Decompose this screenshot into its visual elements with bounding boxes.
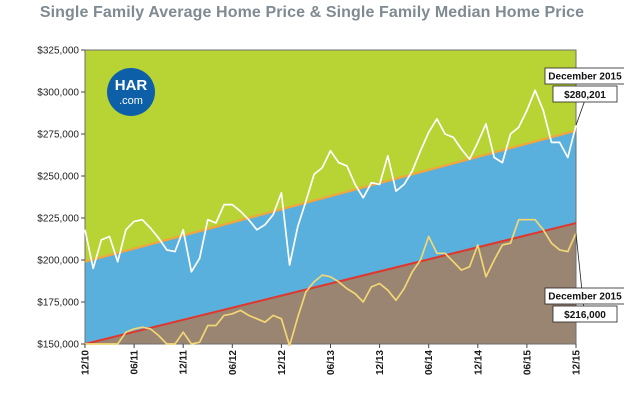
- x-tick-label: 12/15: [572, 350, 583, 375]
- x-tick-label: 12/13: [375, 350, 386, 375]
- x-tick-label: 12/10: [81, 350, 92, 375]
- callout-leader: [575, 99, 586, 126]
- median-price-line: [85, 218, 577, 347]
- callout-label: December 2015: [548, 292, 622, 303]
- y-tick-label: $175,000: [37, 298, 79, 309]
- callout-value: $216,000: [564, 310, 606, 321]
- callout-label-box: [544, 67, 624, 85]
- x-tick-label: 06/15: [522, 350, 533, 375]
- x-tick-label: 12/14: [473, 350, 484, 375]
- logo-circle: [107, 68, 155, 116]
- x-tick-label: 12/12: [277, 350, 288, 375]
- series-lines: [84, 89, 577, 347]
- x-tick-label: 12/11: [179, 350, 190, 375]
- logo-text-har: HAR: [115, 77, 148, 94]
- lower-trend-line: [84, 222, 577, 345]
- callouts: December 2015 $280,201 December 2015 $216,0…: [544, 67, 624, 323]
- callout-value: $280,201: [564, 90, 606, 101]
- upper-trend-line: [84, 129, 577, 263]
- trend-lines: [84, 129, 577, 345]
- middle-zone: [85, 130, 576, 344]
- har-logo: HAR.com: [107, 68, 155, 116]
- callout-label: December 2015: [548, 72, 622, 83]
- y-tick-label: $325,000: [37, 46, 79, 57]
- callout-median: December 2015 $216,000: [544, 233, 624, 323]
- y-tick-label: $275,000: [37, 130, 79, 141]
- callout-value-box: [552, 85, 618, 103]
- callout-label-box: [544, 287, 624, 305]
- x-axis: 12/10 06/11 12/11 06/12 12/12 06/13 12/13 06/14…: [81, 344, 583, 375]
- top-zone: [85, 50, 576, 262]
- logo-text-com: .com: [119, 95, 143, 107]
- y-tick-label: $250,000: [37, 172, 79, 183]
- y-axis: $150,000 $175,000 $200,000 $225,000 $250,000…: [37, 46, 85, 351]
- callout-value-box: [552, 305, 618, 323]
- x-tick-label: 06/11: [130, 350, 141, 375]
- y-tick-label: $200,000: [37, 256, 79, 267]
- y-tick-label: $300,000: [37, 88, 79, 99]
- y-tick-label: $150,000: [37, 340, 79, 351]
- x-tick-label: 06/14: [424, 350, 435, 375]
- chart-title: Single Family Average Home Price & Singl…: [39, 4, 585, 21]
- average-price-line: [84, 89, 577, 273]
- y-tick-label: $225,000: [37, 214, 79, 225]
- x-tick-label: 06/13: [326, 350, 337, 375]
- callout-leader: [575, 233, 586, 321]
- x-tick-label: 06/12: [228, 350, 239, 375]
- callout-average: December 2015 $280,201: [544, 67, 624, 126]
